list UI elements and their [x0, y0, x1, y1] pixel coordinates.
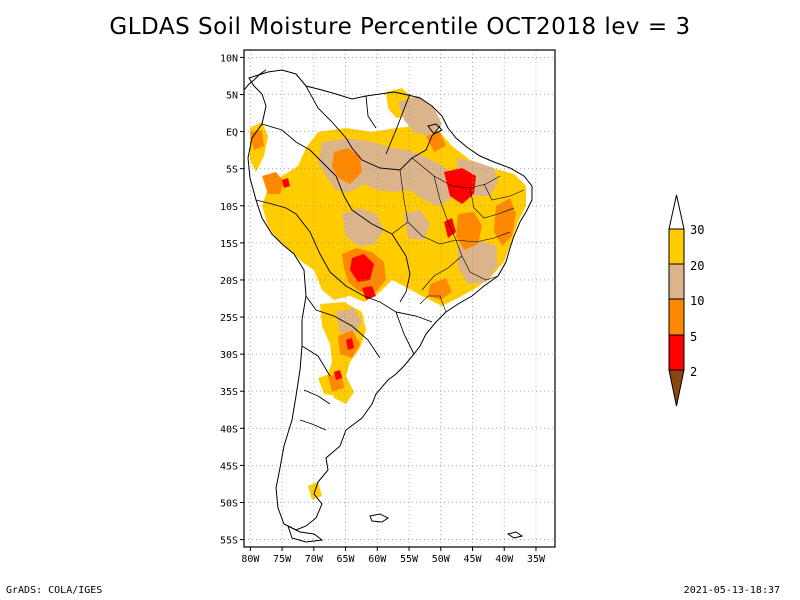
lat-tick-label: 10N — [220, 53, 238, 64]
percentile-region-10-20 — [404, 210, 430, 240]
central-america-coast — [244, 69, 267, 91]
tierra-del-fuego — [287, 525, 324, 543]
legend-label-30: 30 — [690, 223, 704, 237]
falkland-islands — [369, 513, 389, 523]
percentile-region-2-5 — [282, 178, 290, 188]
legend-label-20: 20 — [690, 259, 704, 273]
percentile-region-5-10 — [250, 130, 264, 150]
percentile-data-layer — [250, 88, 526, 500]
lat-tick-label: 50S — [220, 498, 238, 509]
lat-tick-label: EQ — [226, 128, 238, 139]
percentile-region-10-20 — [342, 208, 384, 246]
percentile-region-10-20 — [458, 240, 498, 284]
map-title: GLDAS Soil Moisture Percentile OCT2018 l… — [109, 14, 691, 40]
south-america-coastline — [247, 69, 533, 531]
percentile-region-5-10 — [428, 278, 452, 300]
percentile-region-2-5 — [444, 168, 476, 204]
percentile-region-5-10 — [262, 172, 284, 194]
lat-tick-label: 20S — [220, 276, 238, 287]
footer-timestamp: 2021-05-13-18:37 — [683, 585, 780, 596]
map-border — [243, 49, 556, 548]
coastline-borders — [244, 69, 533, 543]
lat-tick-label: 45S — [220, 461, 238, 472]
lat-tick-label: 40S — [220, 424, 238, 435]
legend-below2-triangle — [668, 369, 685, 407]
lon-tick-label: 80W — [241, 554, 260, 565]
legend-label-5: 5 — [690, 330, 697, 344]
lon-tick-label: 40W — [495, 554, 514, 565]
legend-10-20-box — [668, 263, 685, 300]
legend-above30-triangle — [668, 194, 685, 230]
lat-tick-label: 5N — [226, 91, 238, 102]
lat-tick-label: 10S — [220, 202, 238, 213]
percentile-region-2-5 — [346, 338, 354, 350]
latitude-axis: 10N 5N EQ 5S 10S 15S 20S 25S 30S 35S 40S 45S 50S 55S — [220, 53, 244, 547]
lat-tick-label: 30S — [220, 350, 238, 361]
lat-tick-label: 35S — [220, 387, 238, 398]
legend-20-30-box — [668, 228, 685, 265]
lon-tick-label: 55W — [400, 554, 419, 565]
lon-tick-label: 60W — [368, 554, 387, 565]
lat-tick-label: 5S — [226, 165, 238, 176]
marajo-island — [427, 123, 443, 135]
lon-tick-label: 35W — [527, 554, 546, 565]
percentile-region-5-10 — [332, 148, 362, 184]
percentile-region-2-5 — [334, 370, 342, 380]
lon-tick-label: 45W — [463, 554, 482, 565]
legend-label-2: 2 — [690, 365, 697, 379]
legend-label-10: 10 — [690, 294, 704, 308]
map-frame — [244, 50, 555, 547]
lat-tick-label: 25S — [220, 313, 238, 324]
legend-2-5-box — [668, 334, 685, 371]
percentile-region-2-5 — [350, 254, 374, 282]
lon-tick-label: 75W — [273, 554, 292, 565]
longitude-axis: 80W 75W 70W 65W 60W 55W 50W 45W 40W 35W — [241, 547, 546, 565]
lat-tick-label: 15S — [220, 239, 238, 250]
lon-tick-label: 50W — [432, 554, 451, 565]
footer-credit: GrADS: COLA/IGES — [6, 585, 103, 596]
legend-5-10-box — [668, 298, 685, 336]
percentile-region-5-10 — [494, 198, 516, 246]
south-georgia — [506, 531, 524, 539]
brazil-state-lines — [391, 157, 525, 313]
lon-tick-label: 70W — [305, 554, 324, 565]
lon-tick-label: 65W — [337, 554, 356, 565]
lat-tick-label: 55S — [220, 536, 238, 547]
color-bar-legend: 30 20 10 5 2 — [668, 194, 704, 407]
